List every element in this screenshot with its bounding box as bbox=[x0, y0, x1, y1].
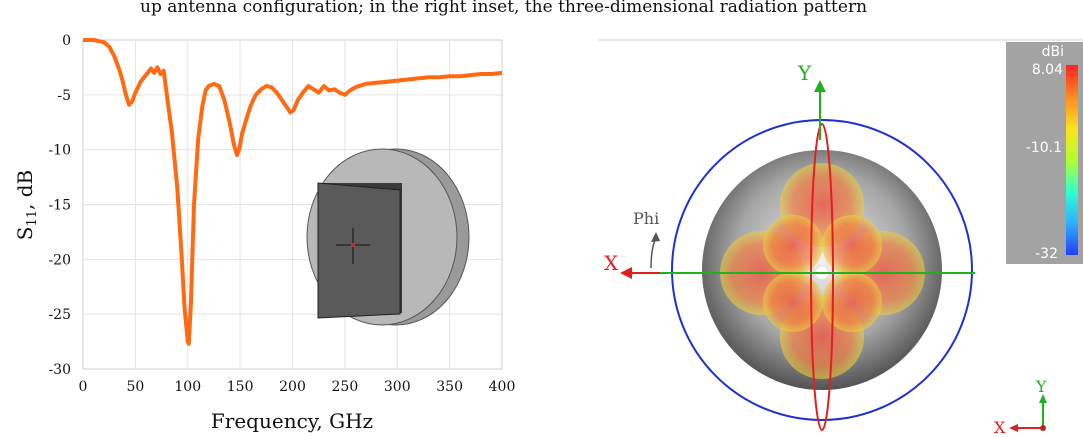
y-axis-arrowhead bbox=[814, 80, 826, 92]
colorbar-unit: dBi bbox=[1042, 44, 1064, 60]
phi-arrowhead bbox=[651, 232, 660, 242]
top-caption: up antenna configuration; in the right i… bbox=[140, 0, 867, 17]
y-axis-label-sub: 11 bbox=[25, 210, 40, 227]
x-tick-label: 100 bbox=[174, 379, 201, 395]
y-tick-label: -20 bbox=[48, 252, 71, 268]
x-tick-label: 400 bbox=[489, 379, 516, 395]
y-axis-label-main: S bbox=[13, 227, 37, 241]
x-axis-label: Frequency, GHz bbox=[211, 409, 373, 433]
triad-x-arrowhead bbox=[1009, 424, 1018, 432]
y-tick-label: 0 bbox=[62, 33, 71, 49]
axis-label-y: Y bbox=[797, 61, 812, 85]
y-tick-label: -25 bbox=[48, 307, 71, 323]
lobe-ll bbox=[763, 272, 823, 332]
phi-arrow bbox=[650, 237, 657, 269]
colorbar-label-max: 8.04 bbox=[1032, 62, 1063, 78]
model-patch bbox=[317, 182, 401, 319]
x-tick-labels: 0 50 100 150 200 250 300 350 400 bbox=[79, 379, 516, 395]
x-tick-label: 0 bbox=[79, 379, 88, 395]
s11-curve bbox=[83, 38, 503, 346]
antenna-model-inset bbox=[306, 148, 470, 326]
triad-label-y: Y bbox=[1035, 377, 1047, 396]
y-tick-label: -30 bbox=[48, 362, 71, 378]
lobe-lr bbox=[822, 272, 882, 332]
y-axis-label-unit: , dB bbox=[13, 170, 37, 210]
x-tick-label: 300 bbox=[384, 379, 411, 395]
colorbar: dBi 8.04 -10.1 -32 bbox=[1006, 42, 1083, 264]
y-tick-label: -5 bbox=[57, 88, 71, 104]
triad-y-arrowhead bbox=[1039, 394, 1047, 403]
svg-text:S11, dB: S11, dB bbox=[13, 170, 40, 240]
y-axis-label: S11, dB bbox=[13, 170, 40, 240]
x-tick-label: 250 bbox=[332, 379, 359, 395]
orientation-triad: Y X bbox=[994, 377, 1047, 437]
y-tick-label: -10 bbox=[48, 143, 71, 159]
radiation-pattern: X Y Phi dBi 8.04 -10.1 -32 Y X bbox=[598, 39, 1083, 437]
colorbar-gradient bbox=[1066, 65, 1078, 255]
axis-label-x: X bbox=[604, 251, 619, 275]
triad-origin bbox=[1040, 425, 1046, 431]
s11-chart: 0 50 100 150 200 250 300 350 400 0 -5 -10 -15 -20 -25… bbox=[13, 33, 515, 433]
lobe-ur bbox=[822, 215, 882, 275]
phi-label: Phi bbox=[633, 209, 659, 228]
y-tick-labels: 0 -5 -10 -15 -20 -25 -30 bbox=[48, 33, 71, 378]
x-tick-label: 50 bbox=[126, 379, 144, 395]
azimuth-ring bbox=[671, 119, 973, 421]
elevation-ring bbox=[810, 123, 834, 431]
colorbar-label-min: -32 bbox=[1035, 246, 1058, 262]
colorbar-label-mid: -10.1 bbox=[1026, 140, 1062, 156]
pattern-lobes bbox=[720, 163, 925, 379]
x-tick-label: 150 bbox=[227, 379, 254, 395]
model-feed-point bbox=[351, 243, 355, 247]
lobe-ul bbox=[763, 215, 823, 275]
x-tick-label: 200 bbox=[279, 379, 306, 395]
triad-label-x: X bbox=[994, 418, 1006, 437]
x-tick-label: 350 bbox=[436, 379, 463, 395]
x-axis-arrowhead bbox=[620, 267, 632, 279]
y-tick-label: -15 bbox=[48, 198, 71, 214]
